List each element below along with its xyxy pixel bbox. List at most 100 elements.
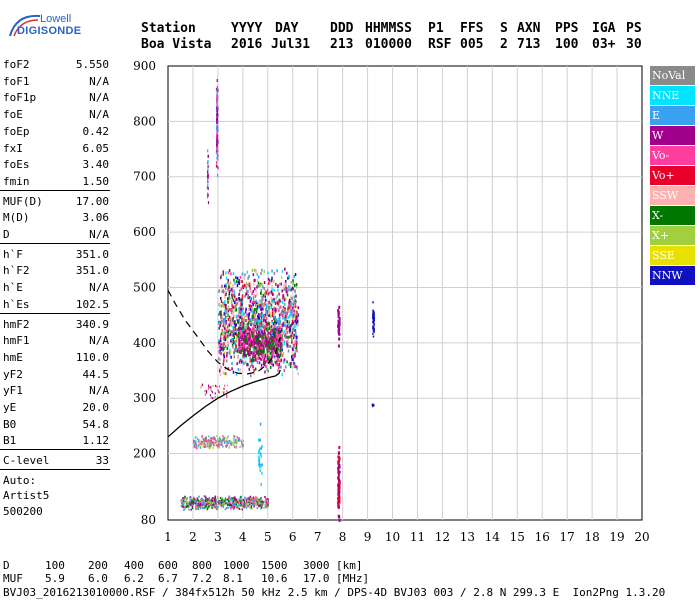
echo-dot xyxy=(239,499,241,502)
echo-dot xyxy=(252,503,255,506)
echo-dot xyxy=(248,304,251,308)
echo-dot xyxy=(251,308,253,312)
echo-dot xyxy=(264,318,266,322)
echo-dot xyxy=(206,186,208,190)
echo-dot xyxy=(267,357,270,361)
row-value: 6.2 xyxy=(124,572,144,585)
echo-dot xyxy=(265,353,267,357)
param-value: 340.9 xyxy=(75,317,109,331)
echo-dot xyxy=(207,168,209,172)
row-value: 1000 xyxy=(223,559,250,572)
echo-dot xyxy=(282,294,284,298)
echo-dot xyxy=(192,502,194,505)
echo-dot xyxy=(219,296,222,300)
echo-dot xyxy=(260,305,262,309)
x-tick-label: 16 xyxy=(535,530,550,544)
echo-dot xyxy=(338,327,341,331)
echo-dot xyxy=(253,311,255,315)
echo-dot xyxy=(258,505,260,508)
echo-dot xyxy=(243,502,245,505)
echo-dot xyxy=(204,445,206,448)
echo-dot xyxy=(195,504,197,507)
echo-dot xyxy=(246,335,248,339)
echo-dot xyxy=(279,319,281,323)
echo-dot xyxy=(237,320,239,324)
echo-dot xyxy=(216,395,219,398)
echo-dot xyxy=(252,348,255,352)
echo-dot xyxy=(288,363,290,367)
echo-dot xyxy=(187,501,190,504)
echo-dot xyxy=(201,507,204,510)
dots-9mhz xyxy=(371,403,375,408)
echo-dot xyxy=(217,107,219,111)
param-key: fxI xyxy=(3,141,23,155)
echo-dot xyxy=(216,85,219,89)
echo-dot xyxy=(221,344,223,348)
echo-dot xyxy=(246,341,249,345)
echo-dot xyxy=(275,339,278,343)
echo-dot xyxy=(239,340,241,344)
echo-dot xyxy=(249,352,251,356)
echo-dot xyxy=(231,287,234,291)
echo-dot xyxy=(233,446,236,449)
echo-dot xyxy=(247,351,250,355)
echo-dot xyxy=(255,321,257,325)
echo-dot xyxy=(261,312,264,316)
echo-dot xyxy=(244,337,246,341)
echo-dot xyxy=(237,368,240,372)
echo-dot xyxy=(191,504,194,507)
echo-dot xyxy=(257,336,260,340)
echo-dot xyxy=(230,443,232,446)
echo-dot xyxy=(255,331,258,335)
echo-dot xyxy=(232,298,235,302)
echo-dot xyxy=(204,506,206,509)
echo-dot xyxy=(241,505,244,508)
echo-dot xyxy=(372,310,374,313)
y-tick-label: 800 xyxy=(133,114,156,128)
echo-dot xyxy=(240,327,242,331)
echo-dot xyxy=(287,276,289,280)
echo-dot xyxy=(216,91,218,95)
echo-dot xyxy=(229,350,232,354)
echo-dot xyxy=(236,506,238,509)
echo-dot xyxy=(250,340,252,344)
echo-dot xyxy=(225,303,227,307)
echo-dot xyxy=(270,296,272,300)
echo-dot xyxy=(207,149,209,153)
echo-dot xyxy=(373,329,375,332)
echo-dot xyxy=(294,314,296,318)
logo-arc-icon xyxy=(9,14,41,37)
echo-dot xyxy=(239,327,241,331)
echo-dot xyxy=(252,282,255,286)
echo-dot xyxy=(255,358,258,362)
header-label-6: FFS xyxy=(460,21,484,36)
echo-dot xyxy=(225,445,227,448)
echo-dot xyxy=(240,360,243,364)
streak-2.6mhz xyxy=(206,149,210,205)
echo-dot xyxy=(252,504,254,507)
echo-dot xyxy=(221,322,224,326)
echo-dot xyxy=(261,298,264,302)
echo-dot xyxy=(251,363,253,367)
echo-dot xyxy=(292,345,295,349)
echo-dot xyxy=(215,151,218,155)
echo-dot xyxy=(249,299,252,303)
echo-dot xyxy=(288,344,290,348)
echo-dot xyxy=(248,348,250,352)
echo-dot xyxy=(226,390,228,393)
echo-dot xyxy=(249,365,252,369)
echo-dot xyxy=(234,498,237,501)
echo-dot xyxy=(217,389,219,392)
echo-dot xyxy=(278,330,281,334)
echo-dot xyxy=(236,440,238,443)
echo-dot xyxy=(259,465,261,469)
echo-dot xyxy=(219,321,222,325)
echo-dot xyxy=(263,326,265,330)
echo-dot xyxy=(212,441,214,444)
header-label-1: YYYY xyxy=(231,21,263,36)
echo-dot xyxy=(222,503,225,506)
echo-dot xyxy=(239,289,241,293)
echo-dot xyxy=(242,349,244,353)
echo-dot xyxy=(227,288,230,292)
echo-dot xyxy=(283,369,285,373)
